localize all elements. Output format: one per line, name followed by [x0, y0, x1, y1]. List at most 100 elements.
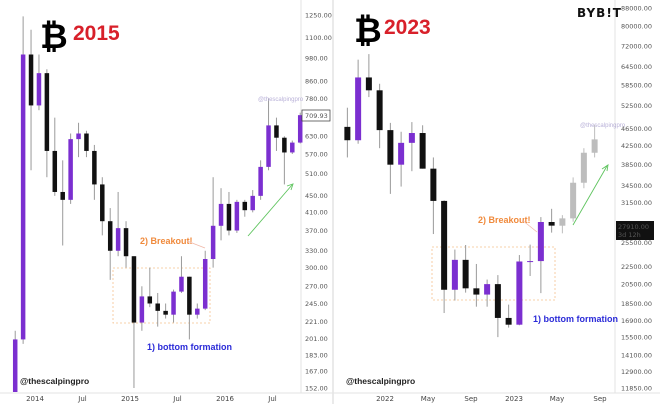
candle-body: [195, 308, 200, 315]
candle-body: [187, 276, 192, 315]
y-tick-label: 780.00: [305, 95, 328, 103]
y-tick-label: 245.00: [305, 300, 328, 308]
candle: [430, 157, 437, 235]
candle-body: [218, 203, 224, 226]
x-tick-label: 2015: [121, 395, 139, 403]
candle-body: [12, 339, 18, 392]
candle-body: [494, 284, 501, 318]
y-tick-label: 52500.00: [621, 102, 652, 110]
candle-body: [559, 218, 566, 226]
candle-body: [419, 133, 426, 169]
trend-arrow: [572, 165, 608, 226]
x-tick-label: 2022: [376, 395, 394, 403]
candle: [171, 289, 176, 323]
candle: [527, 244, 534, 276]
chart-title-2015: 2015: [73, 22, 120, 45]
candle: [44, 69, 50, 178]
candle-body: [131, 256, 137, 323]
candle-body: [441, 200, 448, 290]
candle: [408, 122, 415, 172]
candle: [473, 263, 480, 307]
bottom-formation-label: 1) bottom formation: [533, 314, 618, 324]
candle-body: [242, 201, 248, 211]
candle: [537, 217, 544, 294]
x-tick-label: Sep: [464, 395, 478, 403]
candle-body: [92, 150, 97, 185]
y-tick-label: 46500.00: [621, 125, 652, 133]
y-tick-label: 630.00: [305, 133, 328, 141]
candle-body: [210, 225, 216, 260]
x-tick-label: 2014: [26, 395, 44, 403]
y-tick-label: 25500.00: [621, 239, 652, 247]
candles-2015: [12, 16, 303, 392]
candle: [60, 160, 65, 246]
candle: [179, 256, 184, 293]
candle: [365, 54, 372, 98]
x-tick-label: Jul: [77, 395, 87, 403]
candle-body: [123, 228, 129, 257]
y-tick-label: 980.00: [305, 54, 328, 62]
candle-body: [52, 150, 58, 192]
candle-body: [20, 54, 26, 340]
handle-bg: [344, 374, 408, 387]
projection-candle: [580, 148, 587, 189]
candle: [20, 16, 26, 344]
handle-bg: [18, 374, 82, 387]
y-tick-label: 72000.00: [621, 42, 652, 50]
x-axis-2023: 2022 May Sep 2023 May Sep: [376, 395, 607, 403]
candle: [76, 122, 81, 158]
candle-body: [430, 168, 437, 201]
y-tick-label: 42500.00: [621, 142, 652, 150]
candle-body: [179, 276, 184, 292]
candle: [84, 130, 89, 158]
y-tick-label: 16900.00: [621, 317, 652, 325]
author-handle: @thescalpingpro: [346, 376, 415, 386]
watermark: @thescalpingpro: [258, 97, 304, 103]
candle-body: [147, 296, 153, 304]
candle: [505, 304, 512, 328]
y-axis-2015: 1250.00 1100.00 980.00 860.00 780.00 630.00 57…: [305, 11, 332, 392]
y-tick-label: 201.00: [305, 335, 328, 343]
candle-body: [344, 126, 351, 141]
candle: [376, 83, 383, 149]
y-tick-label: 330.00: [305, 247, 328, 255]
candle: [218, 188, 224, 241]
bitcoin-icon: ₿: [354, 11, 382, 51]
candle-body: [548, 222, 555, 226]
candle-body: [226, 203, 232, 231]
breakout-pointer: [521, 219, 538, 233]
candle: [355, 59, 362, 144]
y-tick-label: 64500.00: [621, 63, 652, 71]
candle: [36, 54, 42, 111]
author-handle: @thescalpingpro: [20, 376, 89, 386]
last-price-label: 27910.00: [618, 223, 649, 231]
candle: [274, 117, 279, 151]
bitcoin-icon: ₿: [40, 17, 68, 57]
candle: [12, 330, 18, 392]
x-tick-label: May: [421, 395, 435, 403]
y-tick-label: 860.00: [305, 78, 328, 86]
y-tick-label: 410.00: [305, 209, 328, 217]
candle: [131, 256, 137, 388]
y-tick-label: 34500.00: [621, 182, 652, 190]
candle-body: [266, 125, 271, 167]
candle: [234, 199, 240, 233]
candle-body: [115, 228, 121, 251]
candle: [28, 29, 34, 171]
candle-body: [250, 195, 255, 211]
candle-body: [484, 284, 491, 295]
candle-body: [171, 291, 176, 315]
candle-body: [297, 115, 303, 143]
x-tick-label: 2023: [505, 395, 523, 403]
candle: [258, 160, 263, 200]
candle: [163, 303, 168, 319]
candle-body: [68, 139, 73, 200]
candle-body: [527, 261, 534, 263]
candle-body: [537, 222, 544, 262]
candle-body: [451, 259, 458, 290]
x-tick-label: May: [550, 395, 564, 403]
candle-body: [376, 90, 383, 131]
candle: [187, 276, 192, 340]
y-tick-label: 270.00: [305, 283, 328, 291]
candle-body: [107, 221, 113, 251]
